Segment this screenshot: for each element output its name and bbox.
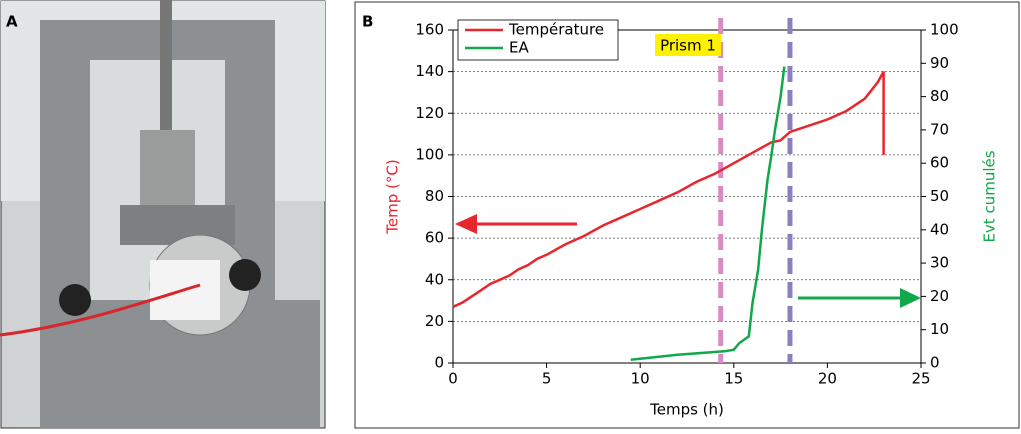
y-tick-label: 160 [415, 21, 444, 39]
y-tick-label: 80 [425, 187, 444, 205]
y-tick-label: 100 [415, 145, 444, 163]
y2-tick-label: 70 [930, 120, 949, 138]
legend-label: Température [508, 21, 604, 39]
y2-axis-label: Evt cumulés [981, 150, 999, 242]
y-tick-label: 120 [415, 104, 444, 122]
series-line [452, 70, 885, 308]
y2-tick-label: 100 [930, 21, 959, 39]
x-tick-label: 25 [911, 370, 930, 388]
x-tick-label: 0 [448, 370, 458, 388]
y-tick-label: 0 [434, 354, 444, 372]
panel-frame [354, 1, 1020, 429]
legend-box [457, 19, 619, 61]
arrow-head [900, 288, 921, 308]
panel-label: B [362, 13, 373, 31]
x-tick-label: 10 [631, 370, 650, 388]
y2-tick-label: 40 [930, 220, 949, 238]
y2-tick-label: 80 [930, 87, 949, 105]
annotation-box [655, 34, 721, 56]
annotation: Prism 1 [660, 37, 716, 55]
y-axis-label: Temp (°C) [384, 159, 402, 234]
y2-tick-label: 10 [930, 320, 949, 338]
x-tick-label: 15 [724, 370, 743, 388]
y2-tick-label: 50 [930, 187, 949, 205]
plot-frame [452, 29, 922, 364]
photo: A [0, 0, 326, 429]
y-tick-label: 60 [425, 229, 444, 247]
y2-tick-label: 20 [930, 287, 949, 305]
y-tick-label: 20 [425, 312, 444, 330]
y2-tick-label: 0 [930, 354, 940, 372]
y2-tick-label: 60 [930, 154, 949, 172]
series-line [630, 66, 786, 361]
y2-tick-label: 90 [930, 54, 949, 72]
x-tick-label: 5 [542, 370, 552, 388]
panel-label: A [6, 13, 18, 31]
y2-tick-label: 30 [930, 254, 949, 272]
y-tick-label: 140 [415, 62, 444, 80]
arrow-head [455, 214, 477, 234]
x-axis-label: Temps (h) [649, 401, 724, 419]
y-tick-label: 40 [425, 270, 444, 288]
x-tick-label: 20 [818, 370, 837, 388]
legend-label: EA [509, 39, 529, 57]
